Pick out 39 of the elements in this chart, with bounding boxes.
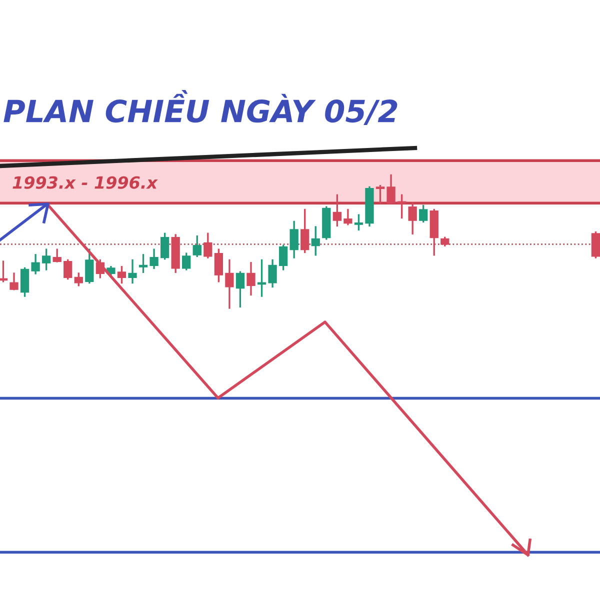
- candlestick: [128, 259, 137, 284]
- candlestick: [85, 248, 94, 284]
- candlestick: [268, 259, 277, 288]
- candlestick: [160, 232, 170, 260]
- candlestick: [10, 272, 18, 290]
- candlestick: [150, 248, 158, 269]
- candlestick: [52, 248, 62, 262]
- candlestick: [204, 232, 212, 258]
- candlestick: [419, 204, 428, 223]
- candlestick: [386, 174, 396, 204]
- candlestick: [236, 271, 245, 308]
- candlestick: [214, 248, 223, 282]
- candlestick: [376, 185, 385, 204]
- candlestick: [591, 231, 600, 258]
- chart-title: PLAN CHIỀU NGÀY 05/2: [4, 90, 398, 126]
- candlestick: [290, 220, 298, 258]
- candlestick: [278, 244, 288, 270]
- candlestick: [354, 214, 364, 230]
- candlestick: [20, 267, 30, 297]
- candlestick: [138, 254, 148, 273]
- candlestick: [397, 194, 406, 219]
- candlestick: [311, 226, 320, 256]
- candlestick: [31, 254, 40, 274]
- candlestick: [64, 259, 72, 280]
- candlestick: [332, 194, 342, 226]
- candlestick: [0, 260, 8, 282]
- band-label: 1993.x - 1996.x: [12, 176, 158, 189]
- candlestick: [300, 208, 310, 254]
- candlestick: [225, 259, 234, 309]
- candlestick: [74, 272, 83, 286]
- candlestick: [246, 262, 256, 296]
- candlestick: [42, 248, 51, 270]
- candlestick: [182, 252, 191, 270]
- candlestick: [117, 266, 126, 284]
- candlestick: [257, 259, 266, 297]
- candlestick: [344, 208, 352, 226]
- candlestick: [106, 266, 116, 277]
- candlestick: [192, 235, 202, 258]
- candlestick: [408, 202, 417, 234]
